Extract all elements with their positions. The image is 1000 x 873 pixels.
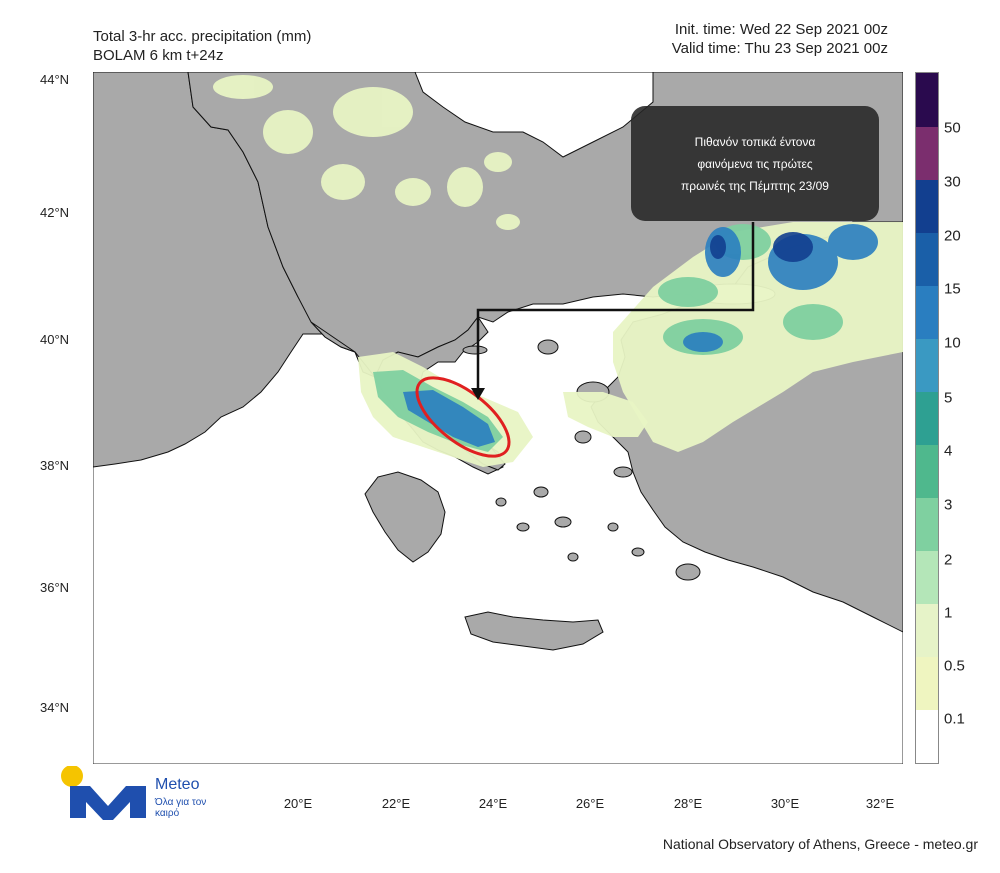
lat-label-44: 44°N [40, 72, 70, 87]
legend-swatch-5 [916, 339, 938, 392]
legend-swatch-11 [916, 657, 938, 710]
legend-label-10: 10 [944, 334, 961, 352]
arrow-head [471, 388, 485, 400]
lon-label-26: 26°E [575, 796, 605, 811]
legend-swatch-7 [916, 445, 938, 498]
lat-label-34: 34°N [40, 700, 70, 715]
legend-swatch-9 [916, 551, 938, 604]
legend-label-15: 15 [944, 280, 961, 298]
m-mark-icon [70, 786, 146, 820]
callout-line-2: φαινόμενα τις πρώτες [697, 156, 813, 171]
lon-label-24: 24°E [478, 796, 508, 811]
legend-label-20: 20 [944, 227, 961, 245]
legend-swatch-2 [916, 180, 938, 233]
sun-icon [61, 766, 83, 787]
legend-label-30: 30 [944, 173, 961, 191]
island-thassos [462, 345, 488, 355]
title-line-2: BOLAM 6 km t+24z [93, 47, 224, 64]
island-small-1 [607, 522, 619, 532]
legend-label-0-5: 0.5 [944, 657, 965, 675]
lon-label-22: 22°E [381, 796, 411, 811]
island-lemnos [537, 339, 559, 355]
land-peloponnese [364, 471, 446, 563]
island-chios [574, 430, 592, 444]
legend-label-3: 3 [944, 496, 953, 514]
valid-time: Valid time: Thu 23 Sep 2021 00z [671, 40, 888, 57]
map-title: Total 3-hr acc. precipitation (mm) BOLAM… [93, 27, 311, 65]
legend-swatch-3 [916, 233, 938, 286]
forecast-callout: Πιθανόν τοπικά έντονα φαινόμενα τις πρώτ… [631, 106, 879, 221]
legend-label-4: 4 [944, 442, 953, 460]
callout-line-1: Πιθανόν τοπικά έντονα [694, 134, 816, 149]
legend-swatch-0 [916, 73, 938, 127]
precip-heavy-greece [403, 390, 495, 447]
lat-label-40: 40°N [40, 332, 70, 347]
meteo-logo [61, 766, 146, 820]
precip-light-balkans [213, 75, 520, 230]
legend-swatch-12 [916, 710, 938, 763]
lon-label-20: 20°E [283, 796, 313, 811]
island-samos [613, 466, 633, 478]
legend-swatch-8 [916, 498, 938, 551]
island-rhodes [675, 563, 701, 581]
legend-label-50: 50 [944, 119, 961, 137]
lat-label-36: 36°N [40, 580, 70, 595]
time-info: Init. time: Wed 22 Sep 2021 00z Valid ti… [672, 20, 888, 58]
lon-label-30: 30°E [770, 796, 800, 811]
title-line-1: Total 3-hr acc. precipitation (mm) [93, 28, 312, 45]
island-paros [516, 522, 530, 532]
sea-black-sea [414, 72, 654, 158]
island-mykonos [533, 486, 549, 498]
legend-label-1: 1 [944, 604, 953, 622]
legend-label-5: 5 [944, 389, 953, 407]
legend-swatch-6 [916, 392, 938, 445]
lat-label-38: 38°N [40, 458, 70, 473]
precip-light-aegean [563, 392, 648, 437]
lon-label-32: 32°E [865, 796, 895, 811]
island-santorini [567, 552, 579, 562]
logo-tagline: Όλα για τον καιρό [155, 797, 207, 819]
logo-name: Meteo [155, 776, 200, 793]
lon-label-28: 28°E [673, 796, 703, 811]
island-kos [631, 547, 645, 557]
init-time: Init. time: Wed 22 Sep 2021 00z [674, 21, 888, 38]
land-crete [464, 611, 604, 651]
island-small-2 [495, 497, 507, 507]
footer-credit: National Observatory of Athens, Greece -… [662, 836, 978, 852]
legend-label-0-1: 0.1 [944, 710, 965, 728]
precip-legend [915, 72, 939, 764]
precip-very-heavy-turkey [710, 232, 813, 262]
callout-line-3: πρωινές της Πέμπτης 23/09 [681, 178, 829, 193]
legend-swatch-1 [916, 127, 938, 180]
lat-label-42: 42°N [40, 205, 70, 220]
legend-swatch-10 [916, 604, 938, 657]
legend-swatch-4 [916, 286, 938, 339]
callout-connector [476, 222, 755, 392]
island-naxos [554, 516, 572, 528]
legend-label-2: 2 [944, 551, 953, 569]
